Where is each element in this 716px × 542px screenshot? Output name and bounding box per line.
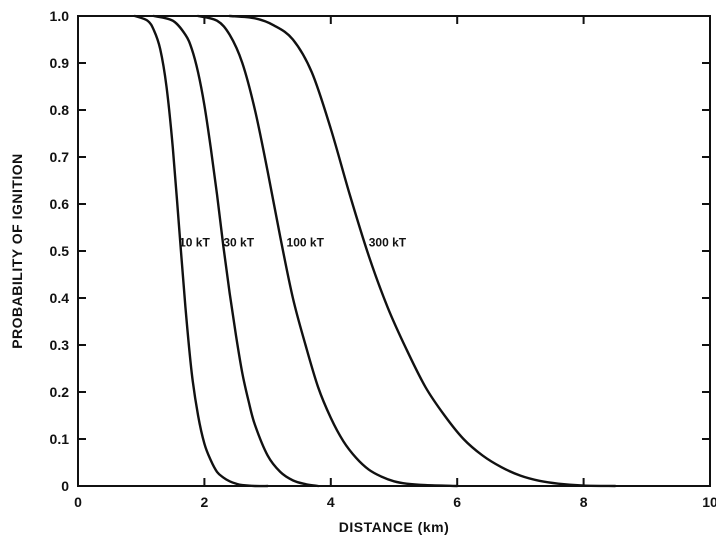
series-label-30-kt: 30 kT (223, 236, 254, 250)
y-tick-label: 0.3 (50, 337, 70, 353)
y-tick-label: 0.5 (50, 243, 70, 259)
y-axis-title: PROBABILITY OF IGNITION (9, 153, 25, 349)
series-line-30-kt (152, 14, 320, 488)
series-line-100-kt (196, 14, 459, 488)
x-tick-label: 10 (702, 494, 716, 510)
y-tick-label: 0.6 (50, 196, 70, 212)
y-tick-label: 0.8 (50, 102, 70, 118)
x-tick-label: 4 (327, 494, 335, 510)
x-tick-label: 0 (74, 494, 82, 510)
plot-frame (77, 15, 711, 487)
x-tick-label: 2 (201, 494, 209, 510)
y-tick-label: 0.4 (50, 290, 70, 306)
y-tick-label: 0 (61, 478, 69, 494)
y-tick-label: 1.0 (50, 8, 70, 24)
series-label-100-kt: 100 kT (287, 236, 325, 250)
x-tick-label: 6 (453, 494, 461, 510)
series-label-10-kt: 10 kT (179, 236, 210, 250)
x-axis-title: DISTANCE (km) (339, 519, 449, 535)
series-line-300-kt (228, 14, 617, 488)
y-tick-label: 0.9 (50, 55, 70, 71)
series-line-10-kt (133, 14, 269, 488)
series-label-300-kt: 300 kT (369, 236, 407, 250)
y-tick-label: 0.2 (50, 384, 70, 400)
y-tick-label: 0.1 (50, 431, 70, 447)
x-axis: 0 2 4 6 8 10 (74, 16, 716, 510)
plot-area (77, 15, 711, 487)
y-axis: 0 0.1 0.2 0.3 0.4 0.5 0.6 0.7 0.8 0.9 1.0 (50, 8, 710, 494)
y-tick-label: 0.7 (50, 149, 70, 165)
series-labels: 10 kT 30 kT 100 kT 300 kT (179, 236, 407, 250)
x-tick-label: 8 (580, 494, 588, 510)
series-lines (133, 14, 617, 488)
